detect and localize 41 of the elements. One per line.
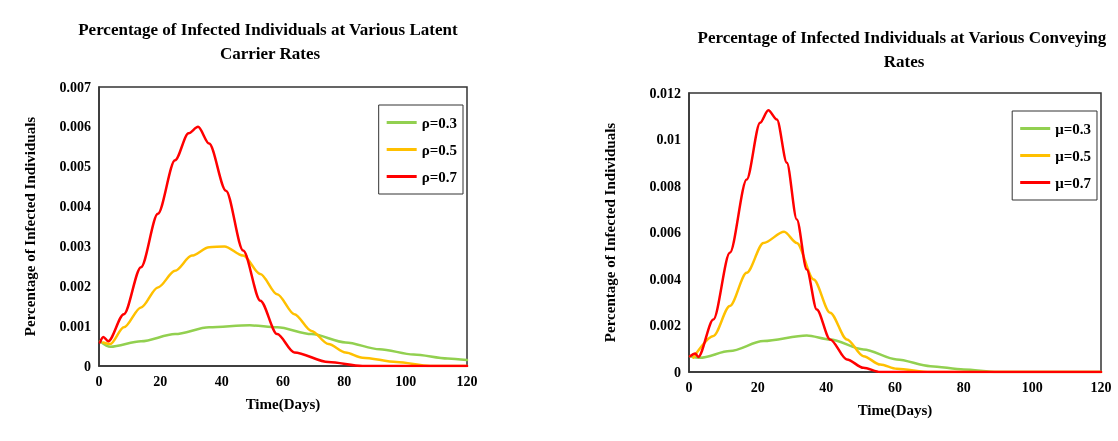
legend-label: μ=0.3 bbox=[1055, 120, 1092, 137]
x-tick-label: 120 bbox=[1090, 379, 1112, 395]
y-tick-label: 0.012 bbox=[649, 85, 681, 101]
legend-label: ρ=0.5 bbox=[421, 141, 457, 158]
x-axis-title: Time(Days) bbox=[245, 395, 321, 413]
y-tick-label: 0.002 bbox=[649, 318, 681, 333]
chart-title: Percentage of Infected Individuals at Various Latent Carrier Rates bbox=[78, 19, 462, 63]
x-tick-label: 40 bbox=[214, 373, 229, 389]
x-tick-label: 80 bbox=[956, 379, 971, 395]
y-tick-label: 0.007 bbox=[59, 79, 91, 95]
y-axis-title: Percentage of Infected Individuals bbox=[21, 116, 38, 337]
legend-label: μ=0.7 bbox=[1055, 174, 1092, 191]
x-tick-label: 100 bbox=[395, 373, 417, 389]
x-tick-label: 60 bbox=[276, 373, 290, 389]
y-tick-label: 0.002 bbox=[59, 278, 91, 294]
y-tick-label: 0.006 bbox=[649, 225, 681, 240]
x-tick-label: 80 bbox=[337, 373, 352, 389]
x-tick-label: 120 bbox=[456, 373, 478, 389]
x-tick-label: 20 bbox=[750, 379, 765, 395]
x-tick-label: 20 bbox=[153, 373, 168, 389]
y-tick-label: 0.008 bbox=[649, 178, 681, 194]
x-tick-label: 40 bbox=[819, 379, 834, 395]
y-tick-label: 0.003 bbox=[59, 238, 91, 254]
x-tick-label: 60 bbox=[888, 379, 902, 395]
y-tick-label: 0.001 bbox=[59, 318, 91, 334]
x-tick-label: 0 bbox=[685, 379, 693, 395]
y-tick-label: 0.004 bbox=[59, 199, 91, 215]
x-axis-title: Time(Days) bbox=[857, 401, 933, 419]
y-tick-label: 0 bbox=[84, 358, 91, 374]
x-tick-label: 0 bbox=[95, 373, 103, 389]
legend-label: ρ=0.3 bbox=[421, 114, 457, 131]
y-axis-title: Percentage of Infected Individuals bbox=[601, 122, 618, 343]
y-tick-label: 0.004 bbox=[649, 271, 681, 287]
x-tick-label: 100 bbox=[1021, 379, 1043, 395]
y-tick-label: 0.006 bbox=[59, 119, 91, 135]
legend-label: μ=0.5 bbox=[1055, 147, 1092, 164]
y-tick-label: 0.005 bbox=[59, 159, 91, 175]
y-tick-label: 0.01 bbox=[656, 132, 681, 147]
line-series bbox=[98, 324, 469, 362]
chart-title: Percentage of Infected Individuals at Various Conveying Rates bbox=[697, 27, 1111, 71]
legend-label: ρ=0.7 bbox=[421, 168, 458, 185]
